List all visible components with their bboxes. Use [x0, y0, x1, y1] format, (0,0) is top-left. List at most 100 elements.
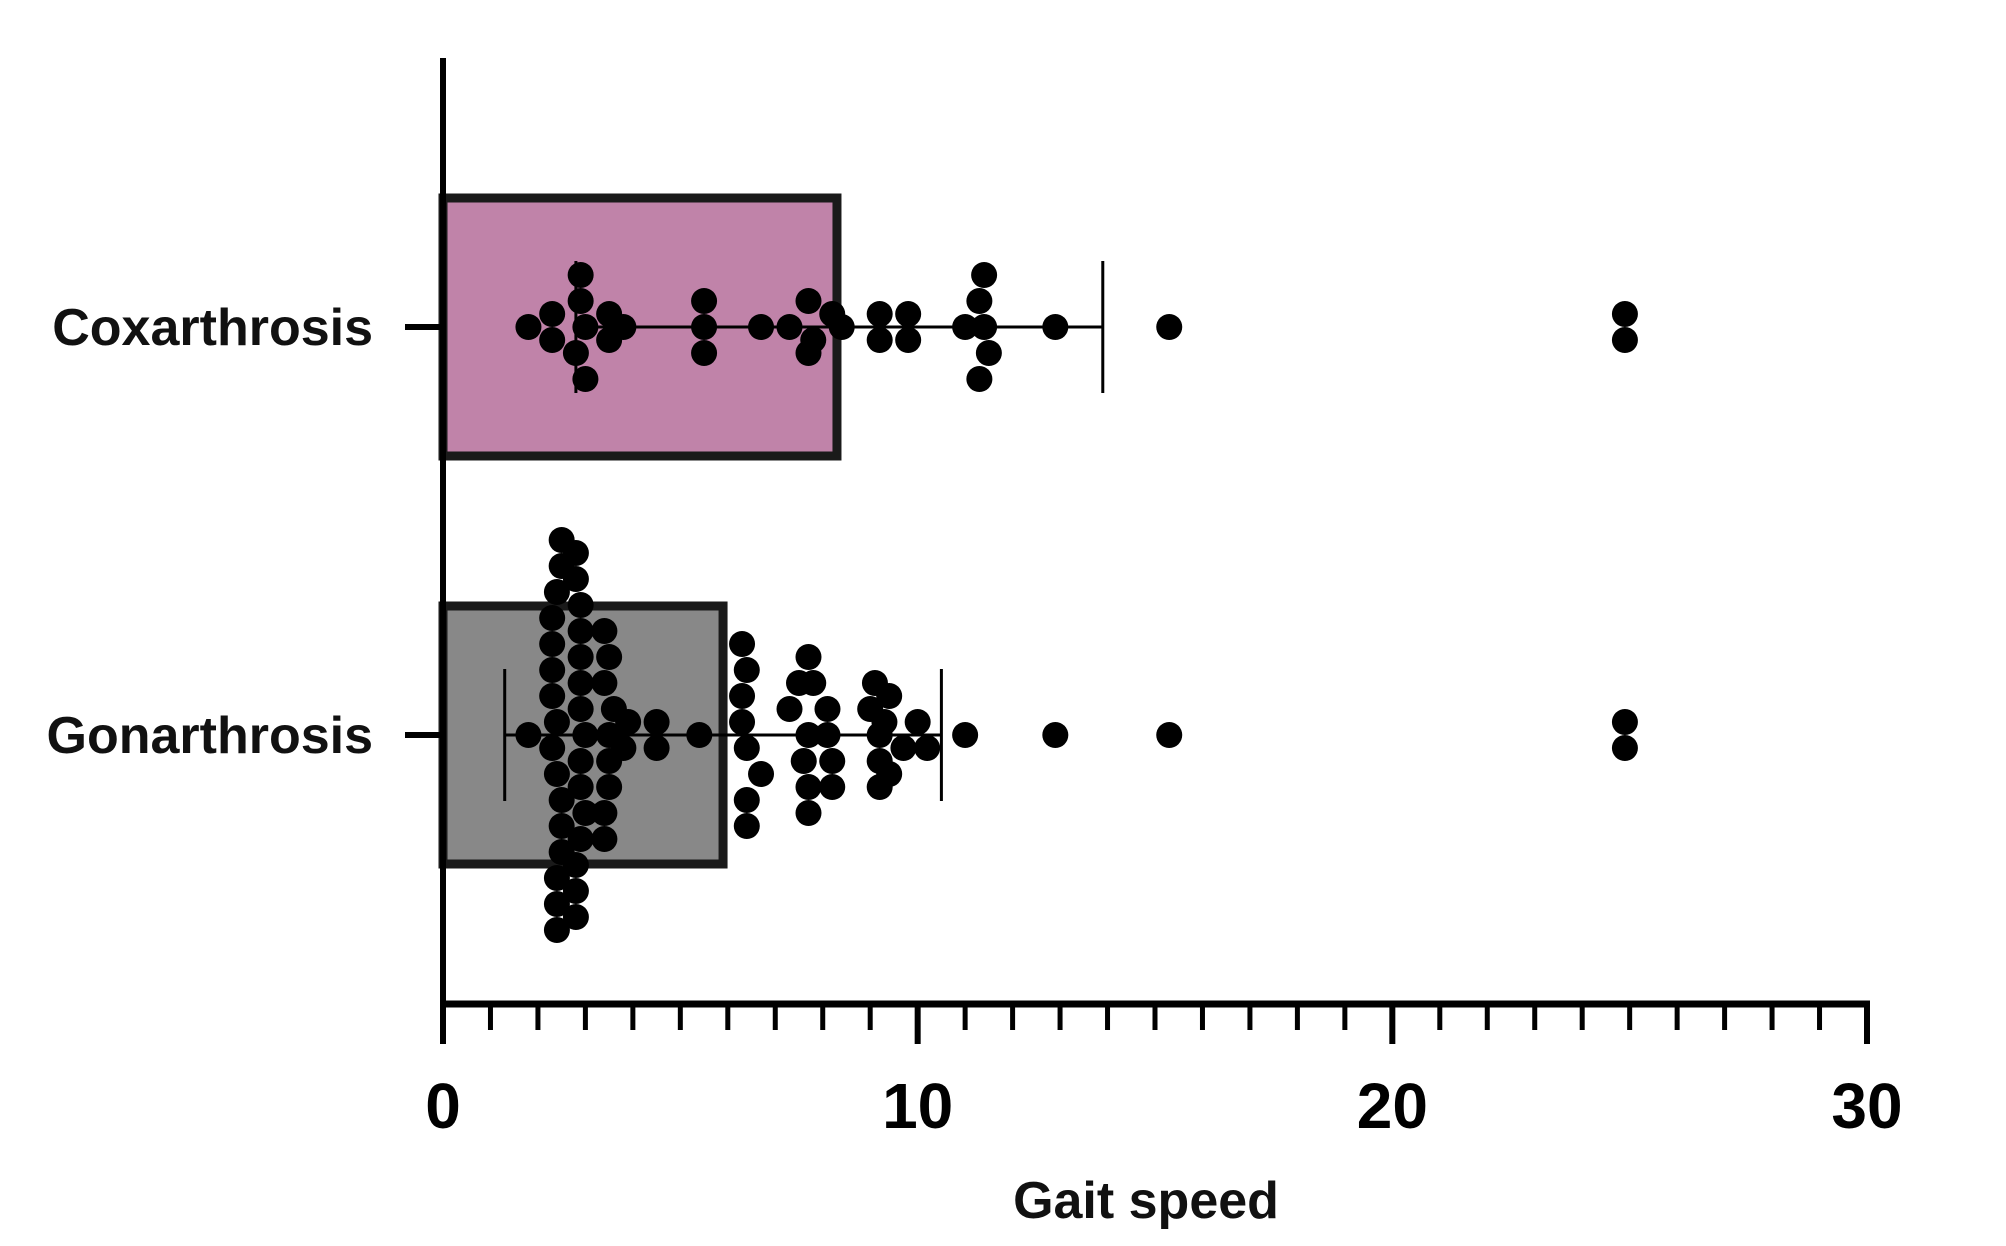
data-point-coxarthrosis [866, 327, 893, 353]
data-point-gonarthrosis [819, 748, 846, 774]
data-point-coxarthrosis [562, 340, 589, 366]
points-layer [515, 262, 1638, 943]
data-point-gonarthrosis [548, 527, 575, 553]
data-point-gonarthrosis [733, 787, 760, 813]
data-point-gonarthrosis [539, 605, 566, 631]
data-point-coxarthrosis [1156, 314, 1183, 340]
data-point-coxarthrosis [895, 327, 922, 353]
data-point-gonarthrosis [572, 722, 599, 748]
data-point-coxarthrosis [952, 314, 979, 340]
data-point-gonarthrosis [1156, 722, 1183, 748]
data-point-gonarthrosis [591, 826, 618, 852]
data-point-gonarthrosis [596, 722, 623, 748]
data-point-coxarthrosis [567, 262, 594, 288]
data-point-coxarthrosis [795, 340, 822, 366]
data-point-gonarthrosis [591, 800, 618, 826]
x-tick-label: 20 [1357, 1070, 1428, 1142]
data-point-gonarthrosis [543, 917, 570, 943]
data-point-coxarthrosis [795, 288, 822, 314]
data-point-gonarthrosis [562, 878, 589, 904]
data-point-coxarthrosis [975, 340, 1002, 366]
data-point-coxarthrosis [691, 340, 718, 366]
data-point-gonarthrosis [733, 657, 760, 683]
data-point-gonarthrosis [548, 813, 575, 839]
data-point-gonarthrosis [904, 709, 931, 735]
data-point-gonarthrosis [643, 709, 670, 735]
data-point-gonarthrosis [539, 735, 566, 761]
data-point-gonarthrosis [543, 891, 570, 917]
data-point-gonarthrosis [871, 709, 898, 735]
data-point-gonarthrosis [733, 735, 760, 761]
data-point-coxarthrosis [966, 366, 993, 392]
data-point-gonarthrosis [1042, 722, 1069, 748]
data-point-coxarthrosis [691, 314, 718, 340]
data-point-gonarthrosis [567, 826, 594, 852]
data-point-coxarthrosis [966, 288, 993, 314]
data-point-gonarthrosis [591, 670, 618, 696]
data-point-gonarthrosis [914, 735, 941, 761]
data-point-coxarthrosis [1042, 314, 1069, 340]
data-point-gonarthrosis [819, 774, 846, 800]
data-point-gonarthrosis [543, 579, 570, 605]
category-label-coxarthrosis: Coxarthrosis [52, 299, 373, 357]
data-point-gonarthrosis [543, 709, 570, 735]
data-point-coxarthrosis [572, 314, 599, 340]
data-point-gonarthrosis [1611, 735, 1638, 761]
data-point-gonarthrosis [795, 774, 822, 800]
data-point-gonarthrosis [515, 722, 542, 748]
data-point-coxarthrosis [971, 314, 998, 340]
data-point-gonarthrosis [890, 735, 917, 761]
data-point-gonarthrosis [1611, 709, 1638, 735]
data-point-coxarthrosis [866, 301, 893, 327]
data-point-gonarthrosis [591, 618, 618, 644]
data-point-gonarthrosis [596, 644, 623, 670]
data-point-coxarthrosis [596, 327, 623, 353]
data-point-coxarthrosis [828, 314, 855, 340]
data-point-gonarthrosis [643, 735, 670, 761]
data-point-gonarthrosis [686, 722, 713, 748]
data-point-gonarthrosis [539, 631, 566, 657]
data-point-gonarthrosis [814, 722, 841, 748]
x-tick-label: 10 [882, 1070, 953, 1142]
data-point-gonarthrosis [729, 683, 756, 709]
data-point-coxarthrosis [776, 314, 803, 340]
data-point-gonarthrosis [786, 670, 812, 696]
x-axis-title: Gait speed [1013, 1172, 1279, 1230]
data-point-gonarthrosis [596, 774, 623, 800]
data-point-gonarthrosis [548, 787, 575, 813]
data-point-gonarthrosis [567, 774, 594, 800]
data-point-gonarthrosis [733, 813, 760, 839]
data-point-gonarthrosis [790, 748, 817, 774]
data-point-gonarthrosis [548, 553, 575, 579]
data-point-gonarthrosis [567, 592, 594, 618]
data-point-gonarthrosis [600, 696, 627, 722]
data-point-coxarthrosis [1611, 327, 1638, 353]
data-point-coxarthrosis [596, 301, 623, 327]
data-point-coxarthrosis [1611, 301, 1638, 327]
axes-layer: Coxarthrosis Gonarthrosis 0 10 20 30 [47, 58, 1903, 1142]
data-point-gonarthrosis [567, 618, 594, 644]
data-point-gonarthrosis [795, 800, 822, 826]
data-point-gonarthrosis [562, 904, 589, 930]
bars-layer [438, 193, 842, 869]
data-point-gonarthrosis [543, 761, 570, 787]
data-point-gonarthrosis [776, 696, 803, 722]
data-point-gonarthrosis [572, 800, 599, 826]
x-tick-label: 30 [1831, 1070, 1902, 1142]
data-point-gonarthrosis [543, 865, 570, 891]
data-point-gonarthrosis [539, 657, 566, 683]
x-tick-label: 0 [425, 1070, 461, 1142]
data-point-gonarthrosis [729, 709, 756, 735]
data-point-coxarthrosis [515, 314, 542, 340]
data-point-gonarthrosis [795, 644, 822, 670]
data-point-gonarthrosis [567, 696, 594, 722]
data-point-gonarthrosis [548, 839, 575, 865]
data-point-gonarthrosis [952, 722, 979, 748]
data-point-gonarthrosis [567, 644, 594, 670]
data-point-coxarthrosis [895, 301, 922, 327]
data-point-coxarthrosis [539, 327, 566, 353]
data-point-coxarthrosis [748, 314, 775, 340]
data-point-coxarthrosis [691, 288, 718, 314]
